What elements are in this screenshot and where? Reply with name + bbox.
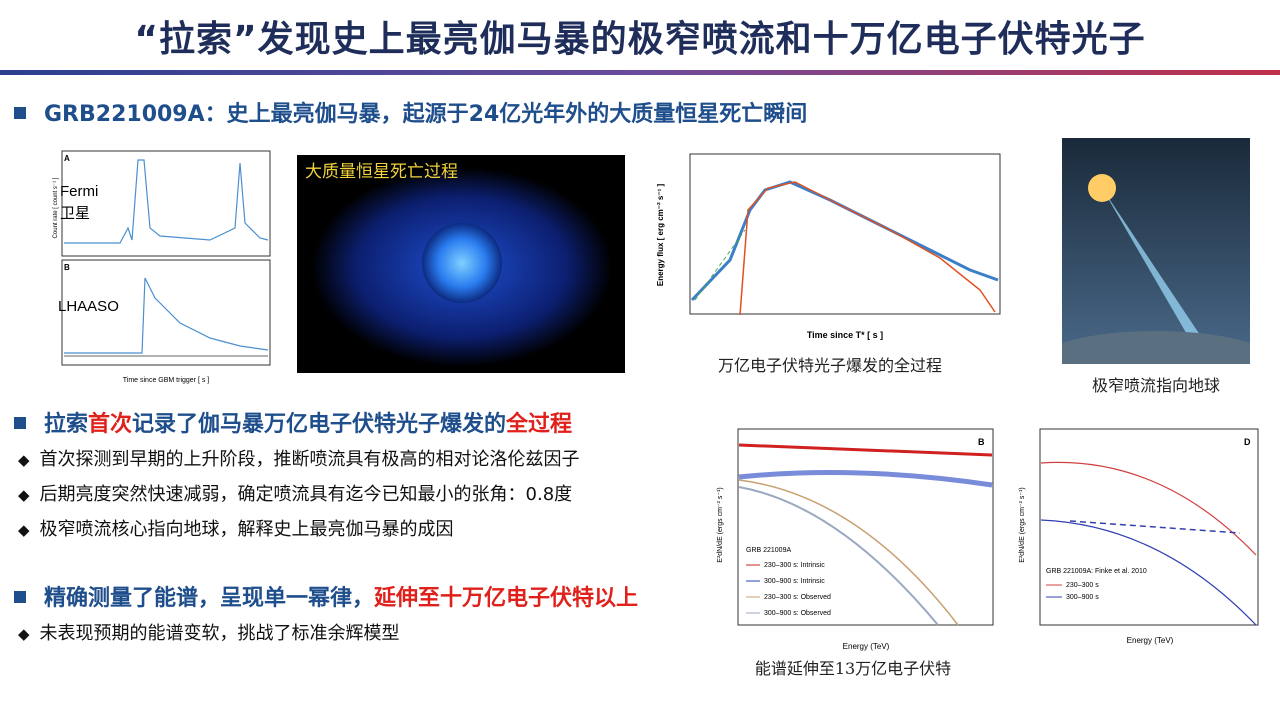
flux-data <box>690 180 999 302</box>
section-heading: 拉索首次记录了伽马暴万亿电子伏特光子爆发的全过程 <box>14 406 572 438</box>
explosion <box>1088 174 1116 202</box>
model-curve <box>694 229 746 301</box>
title-rule <box>0 70 1280 75</box>
legend-label: 300–900 s: Intrinsic <box>764 578 825 585</box>
panel-frame <box>61 150 271 257</box>
x-axis-label: Time since T* [ s ] <box>807 330 883 340</box>
plot-frame <box>737 428 994 626</box>
slide-title: “拉索”发现史上最亮伽马暴的极窄喷流和十万亿电子伏特光子 <box>134 19 1146 60</box>
panel-label: D <box>1244 437 1251 447</box>
figure-caption: 能谱延伸至13万亿电子伏特 <box>754 659 952 678</box>
y-axis-label: Energy flux [ erg cm⁻² s⁻¹ ] <box>656 184 665 287</box>
spectrum-figure: D GRB 221009A: Finke et al. 2010 230–300… <box>1019 428 1259 645</box>
y-axis-label: E²dN/dE (ergs cm⁻² s⁻¹) <box>1019 487 1026 562</box>
image-caption: 大质量恒星死亡过程 <box>305 162 458 181</box>
bullet-text: 后期亮度突然快速减弱，确定喷流具有迄今已知最小的张角：0.8度 <box>39 484 573 505</box>
heading-part: 记录了伽马暴万亿电子伏特光子爆发的 <box>132 412 507 437</box>
figure-label: 卫星 <box>60 205 90 222</box>
observed-curve <box>738 486 939 626</box>
observed-curve <box>738 479 959 626</box>
legend-title: GRB 221009A: Finke et al. 2010 <box>1046 568 1147 575</box>
bullet: ◆ 未表现预期的能谱变软，挑战了标准余辉模型 <box>18 623 400 644</box>
plot-frame <box>689 153 1001 315</box>
heading-part: 拉索 <box>44 412 89 437</box>
model-curve <box>739 181 996 316</box>
y-axis-label: E²dN/dE (ergs cm⁻² s⁻¹) <box>717 487 724 562</box>
jet-figure <box>1062 138 1250 364</box>
spectrum-figure: B GRB 221009A 230–300 s: Intrinsic 300–9… <box>717 428 994 651</box>
legend-label: 230–300 s <box>1066 582 1099 589</box>
figure-label: Fermi <box>60 183 98 200</box>
star <box>422 223 502 303</box>
panel-label: B <box>978 437 985 447</box>
plot-frame <box>1039 428 1259 626</box>
figure-label: LHAASO <box>58 298 119 315</box>
lightcurve <box>64 277 269 354</box>
bullet: ◆ 后期亮度突然快速减弱，确定喷流具有迄今已知最小的张角：0.8度 <box>18 484 573 505</box>
image-background <box>1062 138 1250 364</box>
x-axis-label: Time since GBM trigger [ s ] <box>123 377 210 384</box>
heading-part: 精确测量了能谱，呈现单一幂律， <box>44 586 375 611</box>
x-axis-label: Energy (TeV) <box>1127 636 1174 645</box>
x-axis-label: Energy (TeV) <box>843 642 890 651</box>
heading-part: 首次 <box>88 412 133 437</box>
legend-label: 300–900 s <box>1066 594 1099 601</box>
legend-label: 300–900 s: Observed <box>764 610 831 617</box>
jet <box>1102 188 1202 343</box>
bullet: ◆ 首次探测到早期的上升阶段，推断喷流具有极高的相对论洛伦兹因子 <box>18 449 580 470</box>
model-curve <box>1040 519 1257 626</box>
fit-curve <box>738 470 993 488</box>
y-axis-label: Count rate [ count s⁻¹ ] <box>53 177 59 238</box>
bullet: ◆ 极窄喷流核心指向地球，解释史上最亮伽马暴的成因 <box>18 519 454 540</box>
figure-caption: 极窄喷流指向地球 <box>1091 376 1220 395</box>
heading-part: 全过程 <box>506 412 573 437</box>
bullet-text: 首次探测到早期的上升阶段，推断喷流具有极高的相对论洛伦兹因子 <box>39 449 580 470</box>
bullet-text: 未表现预期的能谱变软，挑战了标准余辉模型 <box>39 623 400 644</box>
section-heading: GRB221009A：史上最亮伽马暴，起源于24亿光年外的大质量恒星死亡瞬间 <box>14 96 807 128</box>
fit-line <box>1069 520 1241 534</box>
figure-caption: 万亿电子伏特光子爆发的全过程 <box>717 356 942 375</box>
heading-text: GRB221009A：史上最亮伽马暴，起源于24亿光年外的大质量恒星死亡瞬间 <box>44 102 808 127</box>
earth <box>1062 331 1250 364</box>
star-figure: 大质量恒星死亡过程 <box>297 155 625 373</box>
legend-label: 230–300 s: Observed <box>764 594 831 601</box>
model-curve <box>1040 461 1257 556</box>
panel-frame <box>61 259 271 366</box>
lightcurve-figure: A Fermi 卫星 B LHAASO Time since GBM trigg… <box>53 150 271 384</box>
bullet-text: 极窄喷流核心指向地球，解释史上最亮伽马暴的成因 <box>39 519 454 540</box>
panel-label: A <box>64 154 70 163</box>
heading-part: 延伸至十万亿电子伏特以上 <box>374 586 639 611</box>
fit-curve <box>738 443 993 457</box>
flux-figure: Time since T* [ s ] Energy flux [ erg cm… <box>656 153 1001 340</box>
lightcurve <box>64 159 269 244</box>
section-heading: 精确测量了能谱，呈现单一幂律，延伸至十万亿电子伏特以上 <box>14 580 638 612</box>
panel-label: B <box>64 263 70 272</box>
legend-title: GRB 221009A <box>746 547 791 554</box>
legend-label: 230–300 s: Intrinsic <box>764 562 825 569</box>
